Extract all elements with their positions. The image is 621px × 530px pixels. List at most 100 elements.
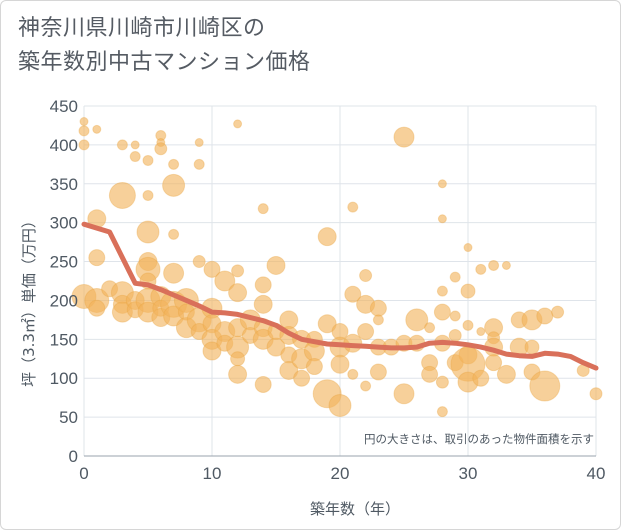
y-tick-label: 450 [50, 97, 78, 116]
data-point [488, 259, 500, 271]
data-point [433, 303, 451, 321]
data-point [254, 375, 272, 393]
data-point [369, 363, 387, 381]
data-point [231, 264, 245, 278]
data-point [116, 139, 128, 151]
data-point [230, 351, 246, 367]
data-point [360, 380, 372, 392]
data-point [162, 173, 186, 197]
data-point [436, 285, 448, 297]
trend-line [81, 221, 599, 371]
data-point [369, 299, 387, 317]
data-point [475, 263, 487, 275]
data-point [214, 270, 236, 292]
data-point [154, 142, 168, 156]
y-tick-label: 100 [50, 369, 78, 388]
x-tick-label: 0 [79, 464, 88, 483]
data-point [163, 262, 185, 284]
data-point [228, 364, 248, 384]
y-tick-label: 250 [50, 253, 78, 272]
y-tick-label: 300 [50, 214, 78, 233]
data-point [524, 339, 540, 355]
y-tick-label: 200 [50, 291, 78, 310]
data-point [193, 158, 205, 170]
data-point [460, 283, 476, 299]
data-point [330, 354, 350, 374]
axis-ticks: 0 50 100 150 200 250 300 350 400 450 0 10 20 30 40 [50, 97, 606, 483]
data-point [424, 322, 436, 334]
data-point [203, 260, 221, 278]
data-point [78, 125, 90, 137]
bubble-size-note: 円の大きさは、取引のあった物件面積を示す [364, 432, 594, 446]
data-point [448, 328, 462, 342]
data-point [437, 179, 447, 189]
data-point [202, 341, 222, 361]
x-tick-label: 10 [203, 464, 222, 483]
data-point [129, 151, 141, 163]
data-point [529, 370, 561, 402]
data-point [257, 203, 269, 215]
data-point [501, 260, 511, 270]
data-point [228, 283, 248, 303]
data-point [192, 255, 206, 269]
data-point [88, 249, 106, 267]
data-point [168, 158, 180, 170]
data-point [92, 124, 102, 134]
y-tick-label: 0 [69, 447, 78, 466]
x-axis-label: 築年数（年） [310, 500, 400, 518]
data-point [472, 369, 490, 387]
data-point [393, 383, 415, 405]
data-point [435, 375, 449, 389]
bubble-layer [71, 117, 603, 418]
data-point [78, 139, 90, 151]
data-point [347, 368, 359, 380]
data-point [142, 189, 154, 201]
data-point [130, 140, 140, 150]
data-point [79, 117, 89, 127]
y-tick-label: 400 [50, 136, 78, 155]
data-point [551, 305, 565, 319]
data-point [254, 276, 272, 294]
data-point [347, 201, 359, 213]
chart-title: 神奈川県川崎市川崎区の 築年数別中古マンション価格 [18, 12, 311, 80]
data-point [317, 227, 337, 247]
data-point [293, 369, 311, 387]
data-point [449, 310, 461, 322]
y-tick-label: 150 [50, 330, 78, 349]
data-point [88, 299, 106, 317]
data-point [168, 228, 180, 240]
data-point [536, 307, 554, 325]
data-point [436, 406, 448, 418]
x-tick-label: 40 [587, 464, 606, 483]
data-point [328, 393, 352, 417]
data-point [476, 327, 486, 337]
data-point [449, 271, 461, 283]
data-point [136, 220, 160, 244]
data-point [589, 387, 603, 401]
data-point [437, 214, 447, 224]
data-point [194, 138, 204, 148]
data-point [253, 294, 273, 314]
data-point [142, 154, 154, 166]
data-point [372, 314, 384, 326]
x-tick-label: 30 [459, 464, 478, 483]
data-point [305, 358, 323, 376]
data-point [279, 360, 299, 380]
data-point [344, 285, 362, 303]
data-point [266, 337, 286, 357]
data-point [108, 181, 136, 209]
x-tick-label: 20 [331, 464, 350, 483]
data-point [421, 365, 439, 383]
data-point [393, 126, 415, 148]
data-point [317, 314, 337, 334]
data-point [462, 319, 474, 331]
data-point [359, 269, 373, 283]
data-point [357, 323, 375, 341]
y-tick-label: 50 [59, 408, 78, 427]
data-point [233, 119, 243, 129]
y-tick-label: 350 [50, 175, 78, 194]
data-point [496, 364, 516, 384]
data-point [266, 255, 286, 275]
